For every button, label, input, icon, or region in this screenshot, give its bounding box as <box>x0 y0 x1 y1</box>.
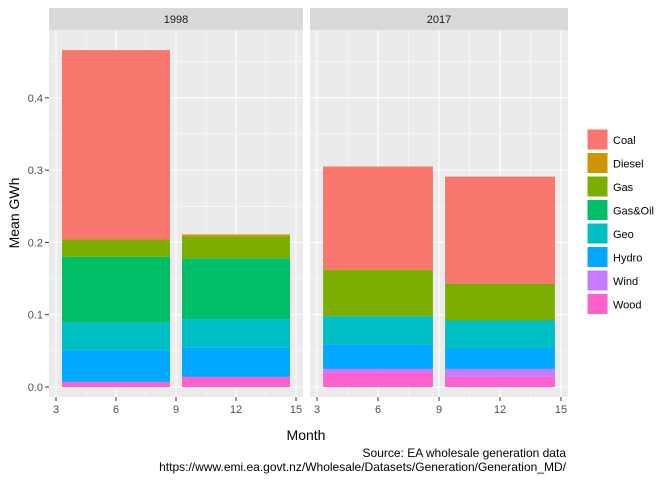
bar-segment-geo <box>62 322 170 351</box>
facet-strip-label: 2017 <box>427 14 451 26</box>
bar-segment-gas <box>182 236 290 259</box>
facet-panels: 1998 3 6 9 12 15 2017 3 6 9 12 15 <box>49 8 568 416</box>
x-tick-label: 6 <box>113 404 119 416</box>
facet-strip-label: 1998 <box>164 14 188 26</box>
bar-segment-hydro <box>323 344 433 369</box>
x-tick-label: 3 <box>53 404 59 416</box>
y-tick-label: 0.3 <box>28 165 43 177</box>
y-tick-label: 0.0 <box>28 382 43 394</box>
caption: Source: EA wholesale generation data htt… <box>159 446 567 474</box>
legend-label: Gas&Oil <box>613 206 654 218</box>
caption-url: https://www.emi.ea.govt.nz/Wholesale/Dat… <box>159 460 567 474</box>
x-tick-label: 9 <box>173 404 179 416</box>
x-tick-label: 15 <box>555 404 567 416</box>
legend-label: Geo <box>613 229 634 241</box>
x-axis-title: Month <box>287 427 326 443</box>
x-tick-label: 3 <box>314 404 320 416</box>
bar-segment-diesel <box>182 234 290 237</box>
bar-segment-gas <box>62 239 170 257</box>
legend-swatch <box>586 199 609 221</box>
panel-1998: 1998 3 6 9 12 15 <box>49 8 303 416</box>
bar-segment-geo <box>445 320 555 348</box>
legend-swatch <box>586 269 609 292</box>
bar-segment-gas <box>445 283 555 321</box>
x-tick-label: 15 <box>290 404 302 416</box>
bar-segment-hydro <box>445 347 555 369</box>
caption-source: Source: EA wholesale generation data <box>363 446 567 460</box>
y-axis: 0.0 0.1 0.2 0.3 0.4 <box>28 93 49 394</box>
bar-segment-coal <box>62 50 170 240</box>
legend-swatch <box>586 222 609 245</box>
bar-segment-wood <box>182 376 290 387</box>
bar-segment-hydro <box>62 350 170 382</box>
legend-label: Coal <box>613 135 636 147</box>
y-axis-title: Mean GWh <box>6 178 22 249</box>
legend-label: Wind <box>613 276 638 288</box>
x-tick-label: 9 <box>436 404 442 416</box>
facet-strip <box>49 8 303 30</box>
bar-segment-wood <box>62 381 170 387</box>
y-tick-label: 0.2 <box>28 237 43 249</box>
legend-label: Hydro <box>613 253 642 265</box>
bar-segment-gas-oil <box>62 256 170 323</box>
bar-segment-wind <box>323 368 433 373</box>
legend-swatch <box>586 128 609 151</box>
x-tick-label: 12 <box>494 404 506 416</box>
legend-swatch <box>586 175 609 198</box>
legend-label: Diesel <box>613 159 644 171</box>
bar-segment-coal <box>323 166 433 270</box>
bar-segment-geo <box>323 316 433 345</box>
y-tick-label: 0.4 <box>28 93 43 105</box>
legend-swatch <box>586 152 609 174</box>
legend-label: Wood <box>613 300 642 312</box>
bar-segment-gas-oil <box>182 258 290 320</box>
bar-segment-gas <box>323 269 433 317</box>
x-tick-label: 12 <box>230 404 242 416</box>
legend-label: Gas <box>613 182 634 194</box>
bar-segment-geo <box>182 319 290 348</box>
legend-swatch <box>586 246 609 268</box>
x-tick-label: 6 <box>375 404 381 416</box>
legend: Coal Diesel Gas Gas&Oil Geo Hydro Wind Wood <box>586 128 654 315</box>
legend-swatch <box>586 293 609 315</box>
bar-segment-hydro <box>182 347 290 377</box>
bar-segment-coal <box>445 176 555 284</box>
facet-strip <box>310 8 568 30</box>
panel-2017: 2017 3 6 9 12 15 <box>310 8 568 416</box>
y-tick-label: 0.1 <box>28 310 43 322</box>
bar-segment-wood <box>445 376 555 387</box>
bar-segment-wood <box>323 372 433 387</box>
bar-segment-wind <box>445 368 555 377</box>
